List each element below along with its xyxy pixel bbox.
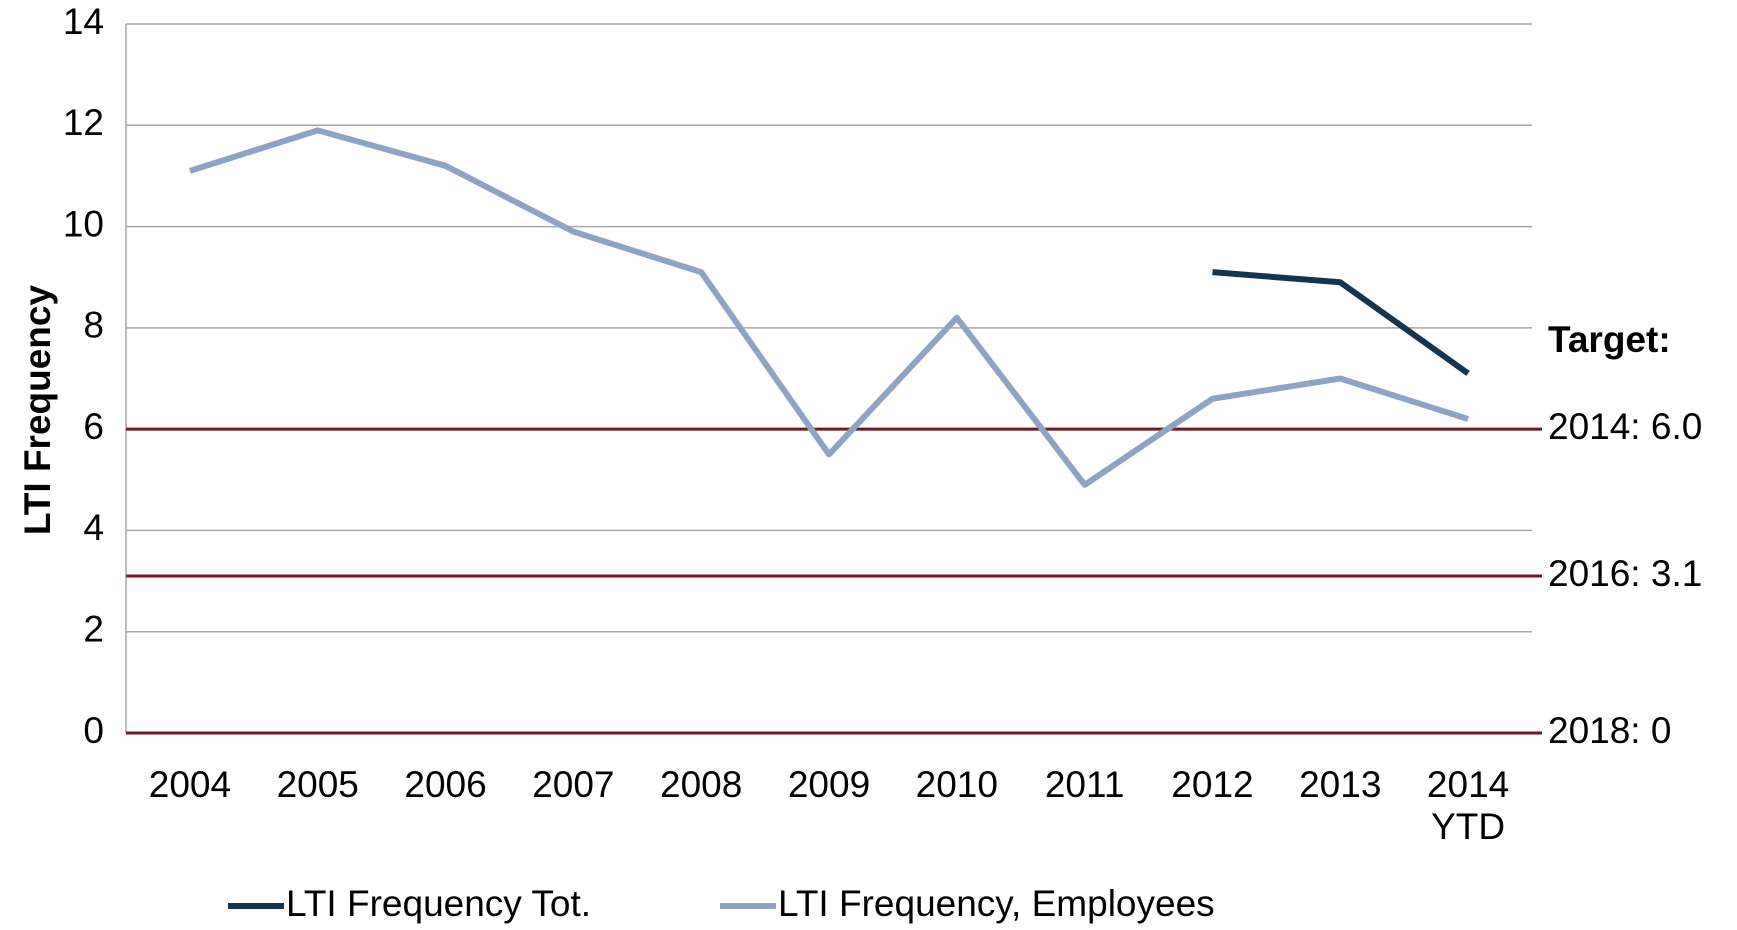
target-label: 2018: 0: [1548, 710, 1671, 751]
x-tick-label: 2008: [660, 764, 742, 805]
y-tick-label: 14: [63, 1, 104, 42]
target-title: Target:: [1548, 319, 1671, 360]
x-tick-label: 2010: [916, 764, 998, 805]
series-line: [189, 127, 1469, 488]
y-tick-label: 4: [83, 507, 104, 548]
x-tick-label: 2006: [404, 764, 486, 805]
x-tick-label: 2013: [1299, 764, 1381, 805]
y-tick-label: 0: [83, 710, 104, 751]
x-tick-label: 2005: [277, 764, 359, 805]
y-tick-label: 10: [63, 203, 104, 244]
y-tick-label: 2: [83, 608, 104, 649]
x-tick-label: 2007: [532, 764, 614, 805]
target-label: 2014: 6.0: [1548, 406, 1702, 447]
x-tick-label: 2011: [1045, 764, 1125, 805]
x-tick-label: 2012: [1171, 764, 1253, 805]
x-tick-label: 2014 YTD: [1427, 764, 1509, 847]
series-line: [1212, 269, 1470, 376]
y-axis-title: LTI Frequency: [17, 285, 58, 536]
y-tick-label: 6: [83, 406, 104, 447]
y-tick-label: 12: [63, 102, 104, 143]
x-tick-label: 2004: [149, 764, 231, 805]
y-tick-label: 8: [83, 305, 104, 346]
x-tick-label: 2009: [788, 764, 870, 805]
target-label: 2016: 3.1: [1548, 553, 1702, 594]
legend-label: LTI Frequency Tot.: [286, 883, 591, 924]
legend-label: LTI Frequency, Employees: [778, 883, 1215, 924]
